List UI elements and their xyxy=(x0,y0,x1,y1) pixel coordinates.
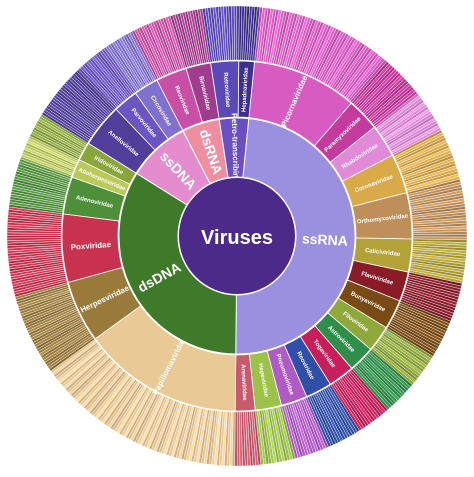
group-segment-retro[interactable] xyxy=(218,117,250,179)
group-segment-ssrna[interactable] xyxy=(235,118,356,355)
group-label-retro: Retro-transcribing xyxy=(230,113,241,183)
species-segment[interactable] xyxy=(233,5,237,61)
family-label: Poxviridae xyxy=(70,240,112,252)
species-segment[interactable] xyxy=(252,6,261,62)
family-label: Retroviridae xyxy=(222,72,230,108)
group-segment-dsdna[interactable] xyxy=(118,172,237,355)
center-label: Viruses xyxy=(201,227,273,249)
species-ring xyxy=(6,5,468,467)
center-circle[interactable] xyxy=(179,178,295,294)
family-label: Hepadnaviridae xyxy=(241,67,249,113)
center-node: Viruses xyxy=(179,178,295,294)
group-label-ssrna: ssRNA xyxy=(302,230,349,249)
species-segment[interactable] xyxy=(6,235,62,239)
family-ring: PicornaviridaeParamyxoviridaeRhabdovirid… xyxy=(61,60,413,412)
family-label: Arenaviridae xyxy=(239,364,247,401)
family-segment[interactable] xyxy=(237,60,255,119)
species-segment[interactable] xyxy=(237,411,241,467)
family-label: Caliciviridae xyxy=(365,248,401,258)
